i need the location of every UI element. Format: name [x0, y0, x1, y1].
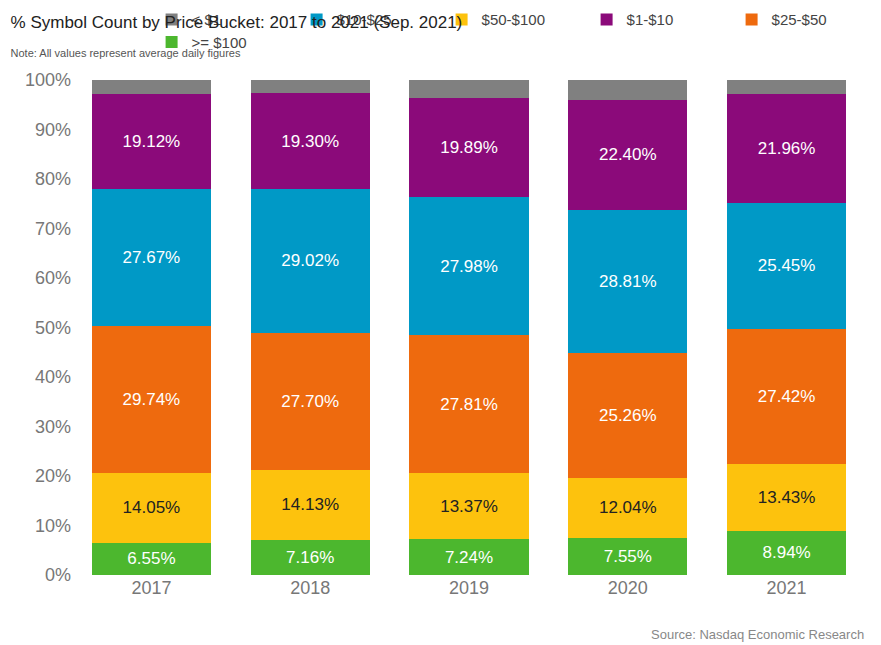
- svg-text:20%: 20%: [35, 466, 71, 486]
- svg-text:2018: 2018: [290, 578, 330, 598]
- svg-text:19.30%: 19.30%: [281, 132, 339, 151]
- svg-text:30%: 30%: [35, 417, 71, 437]
- svg-text:0%: 0%: [45, 565, 71, 585]
- svg-text:$50-$100: $50-$100: [482, 11, 545, 28]
- svg-text:19.12%: 19.12%: [123, 132, 181, 151]
- svg-text:80%: 80%: [35, 169, 71, 189]
- svg-text:25.45%: 25.45%: [758, 256, 816, 275]
- svg-text:2019: 2019: [449, 578, 489, 598]
- svg-text:29.74%: 29.74%: [123, 390, 181, 409]
- svg-text:2021: 2021: [767, 578, 807, 598]
- svg-text:$10-$25: $10-$25: [337, 11, 392, 28]
- svg-text:13.37%: 13.37%: [440, 497, 498, 516]
- svg-text:12.04%: 12.04%: [599, 498, 657, 517]
- svg-text:19.89%: 19.89%: [440, 138, 498, 157]
- svg-text:27.67%: 27.67%: [123, 248, 181, 267]
- svg-text:14.05%: 14.05%: [123, 498, 181, 517]
- svg-text:7.24%: 7.24%: [445, 548, 493, 567]
- svg-text:27.42%: 27.42%: [758, 387, 816, 406]
- svg-text:27.98%: 27.98%: [440, 257, 498, 276]
- svg-text:27.70%: 27.70%: [281, 392, 339, 411]
- svg-text:Note: All values represent ave: Note: All values represent average daily…: [11, 47, 241, 59]
- svg-text:22.40%: 22.40%: [599, 145, 657, 164]
- svg-text:21.96%: 21.96%: [758, 139, 816, 158]
- svg-text:8.94%: 8.94%: [762, 543, 810, 562]
- svg-text:% Symbol Count by Price Bucket: % Symbol Count by Price Bucket: 2017 to …: [11, 13, 463, 32]
- svg-text:27.81%: 27.81%: [440, 395, 498, 414]
- svg-text:7.55%: 7.55%: [604, 547, 652, 566]
- svg-text:90%: 90%: [35, 120, 71, 140]
- svg-text:100%: 100%: [25, 70, 71, 90]
- svg-text:14.13%: 14.13%: [281, 495, 339, 514]
- svg-text:60%: 60%: [35, 268, 71, 288]
- svg-text:7.16%: 7.16%: [286, 548, 334, 567]
- svg-text:50%: 50%: [35, 318, 71, 338]
- svg-text:2020: 2020: [608, 578, 648, 598]
- svg-text:70%: 70%: [35, 219, 71, 239]
- svg-text:28.81%: 28.81%: [599, 272, 657, 291]
- svg-text:13.43%: 13.43%: [758, 488, 816, 507]
- svg-text:29.02%: 29.02%: [281, 251, 339, 270]
- svg-text:< $1: < $1: [192, 11, 222, 28]
- svg-text:>= $100: >= $100: [192, 34, 247, 51]
- svg-text:10%: 10%: [35, 516, 71, 536]
- svg-text:25.26%: 25.26%: [599, 406, 657, 425]
- svg-text:$25-$50: $25-$50: [772, 11, 827, 28]
- svg-text:2017: 2017: [131, 578, 171, 598]
- svg-text:$1-$10: $1-$10: [627, 11, 674, 28]
- svg-text:40%: 40%: [35, 367, 71, 387]
- svg-text:6.55%: 6.55%: [127, 549, 175, 568]
- svg-text:Source: Nasdaq Economic Resear: Source: Nasdaq Economic Research: [651, 627, 864, 642]
